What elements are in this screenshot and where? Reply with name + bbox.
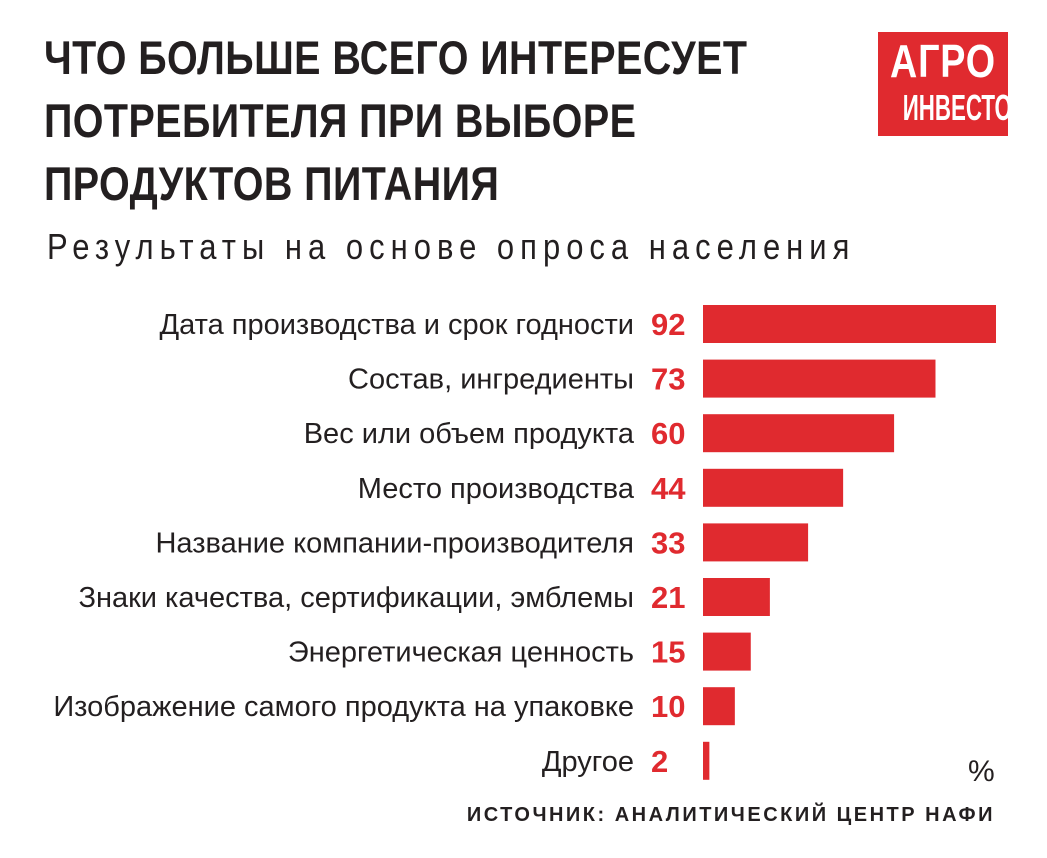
agroinvestor-logo: АГРО ИНВЕСТОР [878,32,1027,136]
category-label: Дата производства и срок годности [159,309,634,341]
value-label: 15 [651,635,685,670]
bar [703,414,895,453]
bar [703,632,751,671]
category-label: Название компании-производителя [155,527,634,559]
logo-line-1: АГРО [890,35,996,87]
title-line-2: ПОТРЕБИТЕЛЯ ПРИ ВЫБОРЕ [44,94,637,147]
chart-subtitle: Результаты на основе опроса населения [47,226,856,267]
value-label: 21 [651,580,685,615]
bar [703,468,844,507]
bar [703,687,735,726]
value-label: 60 [651,416,685,451]
bar [703,305,996,343]
category-label: Место производства [358,473,635,505]
value-label: 2 [651,744,668,779]
value-label: 92 [651,307,685,342]
bar [703,359,936,398]
category-label: Энергетическая ценность [288,637,634,669]
category-label: Вес или объем продукта [304,418,635,450]
category-label: Изображение самого продукта на упаковке [53,691,634,723]
category-label: Состав, ингредиенты [348,364,634,396]
chart-title: ЧТО БОЛЬШЕ ВСЕГО ИНТЕРЕСУЕТ ПОТРЕБИТЕЛЯ … [44,26,747,215]
value-label: 10 [651,689,685,724]
bar [703,523,809,562]
source-note: ИСТОЧНИК: АНАЛИТИЧЕСКИЙ ЦЕНТР НАФИ [466,804,995,826]
category-label: Другое [542,746,634,778]
title-line-3: ПРОДУКТОВ ПИТАНИЯ [44,157,500,210]
value-label: 33 [651,525,685,560]
value-label: 44 [651,471,686,506]
category-label: Знаки качества, сертификации, эмблемы [78,582,634,614]
value-label: 73 [651,362,685,397]
title-line-1: ЧТО БОЛЬШЕ ВСЕГО ИНТЕРЕСУЕТ [44,31,748,84]
bar [703,578,770,616]
bar [703,741,710,780]
unit-label: % [968,755,995,788]
